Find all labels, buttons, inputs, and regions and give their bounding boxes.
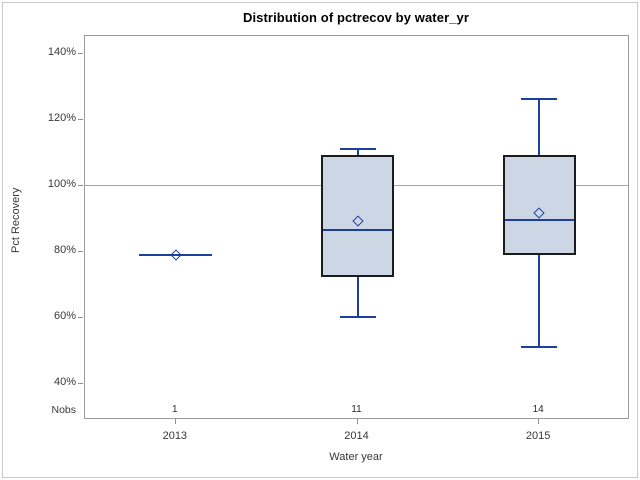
median-line bbox=[504, 218, 574, 221]
nobs-value: 14 bbox=[532, 404, 544, 415]
x-tick-label: 2015 bbox=[525, 430, 551, 442]
y-tick-label: 140% bbox=[47, 46, 76, 58]
y-tick-label: 100% bbox=[47, 178, 76, 190]
lower-whisker-line bbox=[538, 254, 541, 347]
y-tick-mark bbox=[78, 383, 83, 384]
iqr-box bbox=[321, 155, 394, 278]
x-tick-mark bbox=[538, 419, 540, 424]
nobs-row-label: Nobs bbox=[51, 404, 76, 416]
upper-whisker-line bbox=[538, 99, 541, 156]
upper-whisker-line bbox=[356, 148, 359, 156]
lower-whisker-line bbox=[356, 277, 359, 317]
chart-title: Distribution of pctrecov by water_yr bbox=[242, 10, 470, 25]
x-axis-label: Water year bbox=[329, 451, 383, 463]
nobs-value: 11 bbox=[351, 404, 362, 415]
y-tick-label: 120% bbox=[47, 112, 76, 124]
y-tick-label: 80% bbox=[53, 244, 76, 256]
median-line bbox=[323, 228, 392, 231]
upper-whisker-cap bbox=[521, 98, 558, 101]
upper-whisker-cap bbox=[339, 147, 376, 150]
x-tick-label: 2013 bbox=[162, 430, 188, 442]
y-tick-mark bbox=[78, 317, 83, 318]
iqr-box bbox=[502, 155, 576, 255]
nobs-value: 1 bbox=[172, 404, 178, 415]
lower-whisker-cap bbox=[521, 345, 558, 348]
x-tick-mark bbox=[356, 419, 358, 424]
y-tick-mark bbox=[78, 53, 83, 54]
y-tick-label: 40% bbox=[53, 376, 76, 388]
x-tick-mark bbox=[174, 419, 176, 424]
x-tick-label: 2014 bbox=[344, 430, 369, 442]
mean-diamond-marker bbox=[170, 249, 182, 261]
y-axis-label: Pct Recovery bbox=[10, 187, 22, 253]
y-tick-mark bbox=[78, 185, 83, 186]
y-tick-mark bbox=[78, 251, 83, 252]
y-tick-mark bbox=[78, 119, 83, 120]
lower-whisker-cap bbox=[339, 316, 376, 318]
y-tick-label: 60% bbox=[53, 310, 76, 322]
plot-area bbox=[78, 35, 629, 419]
box-2013-single-value-line bbox=[139, 253, 213, 256]
